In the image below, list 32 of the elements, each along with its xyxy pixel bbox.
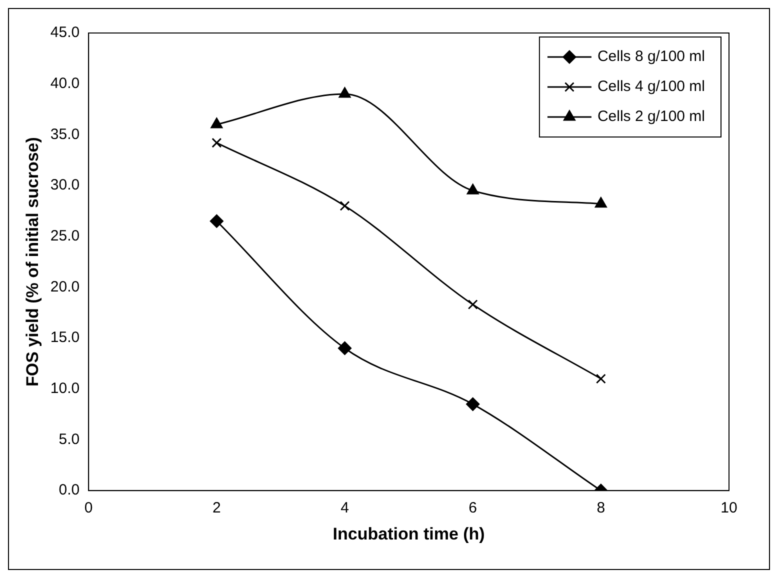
point [210,214,224,228]
point [466,397,480,411]
x-tick-label: 6 [468,500,478,517]
y-tick-label: 5.0 [58,430,80,448]
y-tick-label: 15.0 [50,329,80,346]
y-tick-label: 10.0 [50,380,80,398]
x-tick-label: 10 [720,500,738,517]
point [594,197,607,208]
point [468,300,478,310]
y-tick-label: 20.0 [50,278,80,296]
legend-label: Cells 2 g/100 ml [597,108,706,126]
y-tick-label: 35.0 [50,126,80,143]
y-tick-label: 0.0 [58,482,80,499]
point [596,374,606,384]
legend-label: Cells 4 g/100 ml [597,78,706,96]
x-tick-label: 2 [212,500,221,517]
x-axis-title: Incubation time (h) [332,524,485,544]
y-tick-label: 40.0 [50,74,80,92]
point [338,87,351,98]
x-tick-label: 0 [84,500,93,517]
y-tick-label: 30.0 [50,176,80,194]
point [338,341,352,355]
point [210,118,223,128]
point [340,200,350,211]
x-tick-label: 4 [340,500,349,517]
y-tick-label: 25.0 [50,228,80,245]
y-tick-label: 45.0 [50,24,80,42]
point [466,184,479,194]
legend-label: Cells 8 g/100 ml [597,48,706,66]
point [212,138,222,148]
y-axis-title: FOS yield (% of initial sucrose) [22,137,42,386]
x-tick-label: 8 [596,500,606,517]
